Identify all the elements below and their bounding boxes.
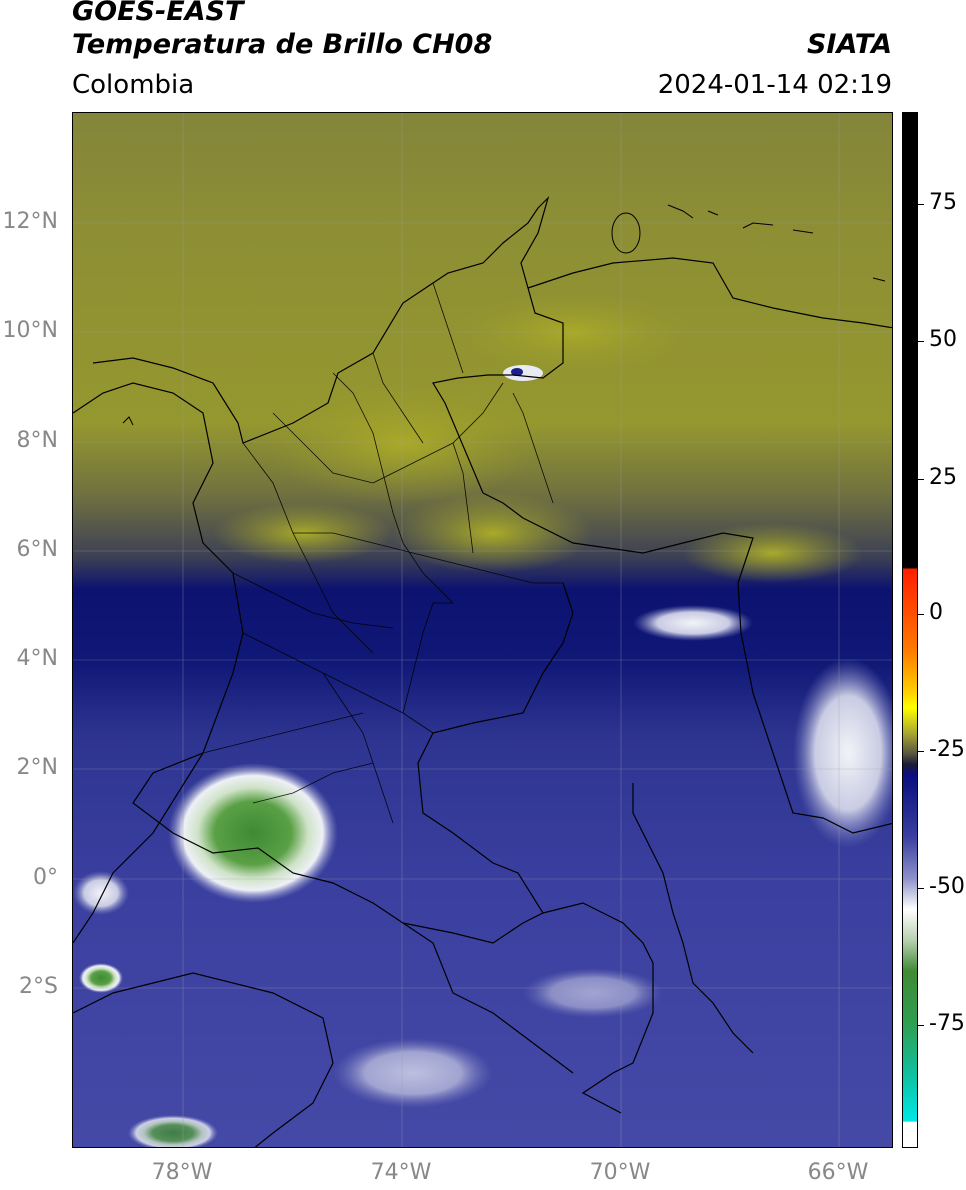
colorbar-tick-label: 25: [929, 465, 957, 490]
satellite-title: GOES-EAST: [72, 0, 244, 27]
lat-label: 0°: [33, 865, 58, 890]
lat-label: 4°N: [16, 646, 58, 671]
map-canvas: [73, 113, 892, 1147]
datetime-label: 2024-01-14 02:19: [657, 70, 892, 100]
lat-label: 10°N: [2, 318, 58, 343]
lat-label: 12°N: [2, 209, 58, 234]
colorbar-tick-label: -50: [929, 874, 965, 899]
lat-label: 2°S: [19, 974, 58, 999]
colorbar-tick-mark: [918, 888, 924, 889]
lon-label: 66°W: [807, 1160, 869, 1185]
colorbar-tick-mark: [918, 479, 924, 480]
colorbar-tick-mark: [918, 614, 924, 615]
colorbar-tick-mark: [918, 751, 924, 752]
agency-label: SIATA: [806, 29, 892, 60]
colorbar-tick-label: -25: [929, 737, 965, 762]
colorbar-tick-mark: [918, 204, 924, 205]
lon-label: 70°W: [589, 1160, 651, 1185]
lat-label: 6°N: [16, 537, 58, 562]
satellite-map[interactable]: [72, 112, 893, 1148]
colorbar-tick-label: 50: [929, 327, 957, 352]
colorbar-tick-label: 0: [929, 600, 943, 625]
lon-label: 78°W: [151, 1160, 213, 1185]
lat-label: 8°N: [16, 428, 58, 453]
product-title: Temperatura de Brillo CH08: [72, 29, 493, 60]
colorbar-tick-label: 75: [929, 190, 957, 215]
colorbar: [902, 112, 918, 1148]
colorbar-tick-mark: [918, 341, 924, 342]
lon-label: 74°W: [370, 1160, 432, 1185]
region-label: Colombia: [72, 70, 195, 100]
colorbar-tick-mark: [918, 1025, 924, 1026]
lat-label: 2°N: [16, 755, 58, 780]
colorbar-tick-label: -75: [929, 1011, 965, 1036]
